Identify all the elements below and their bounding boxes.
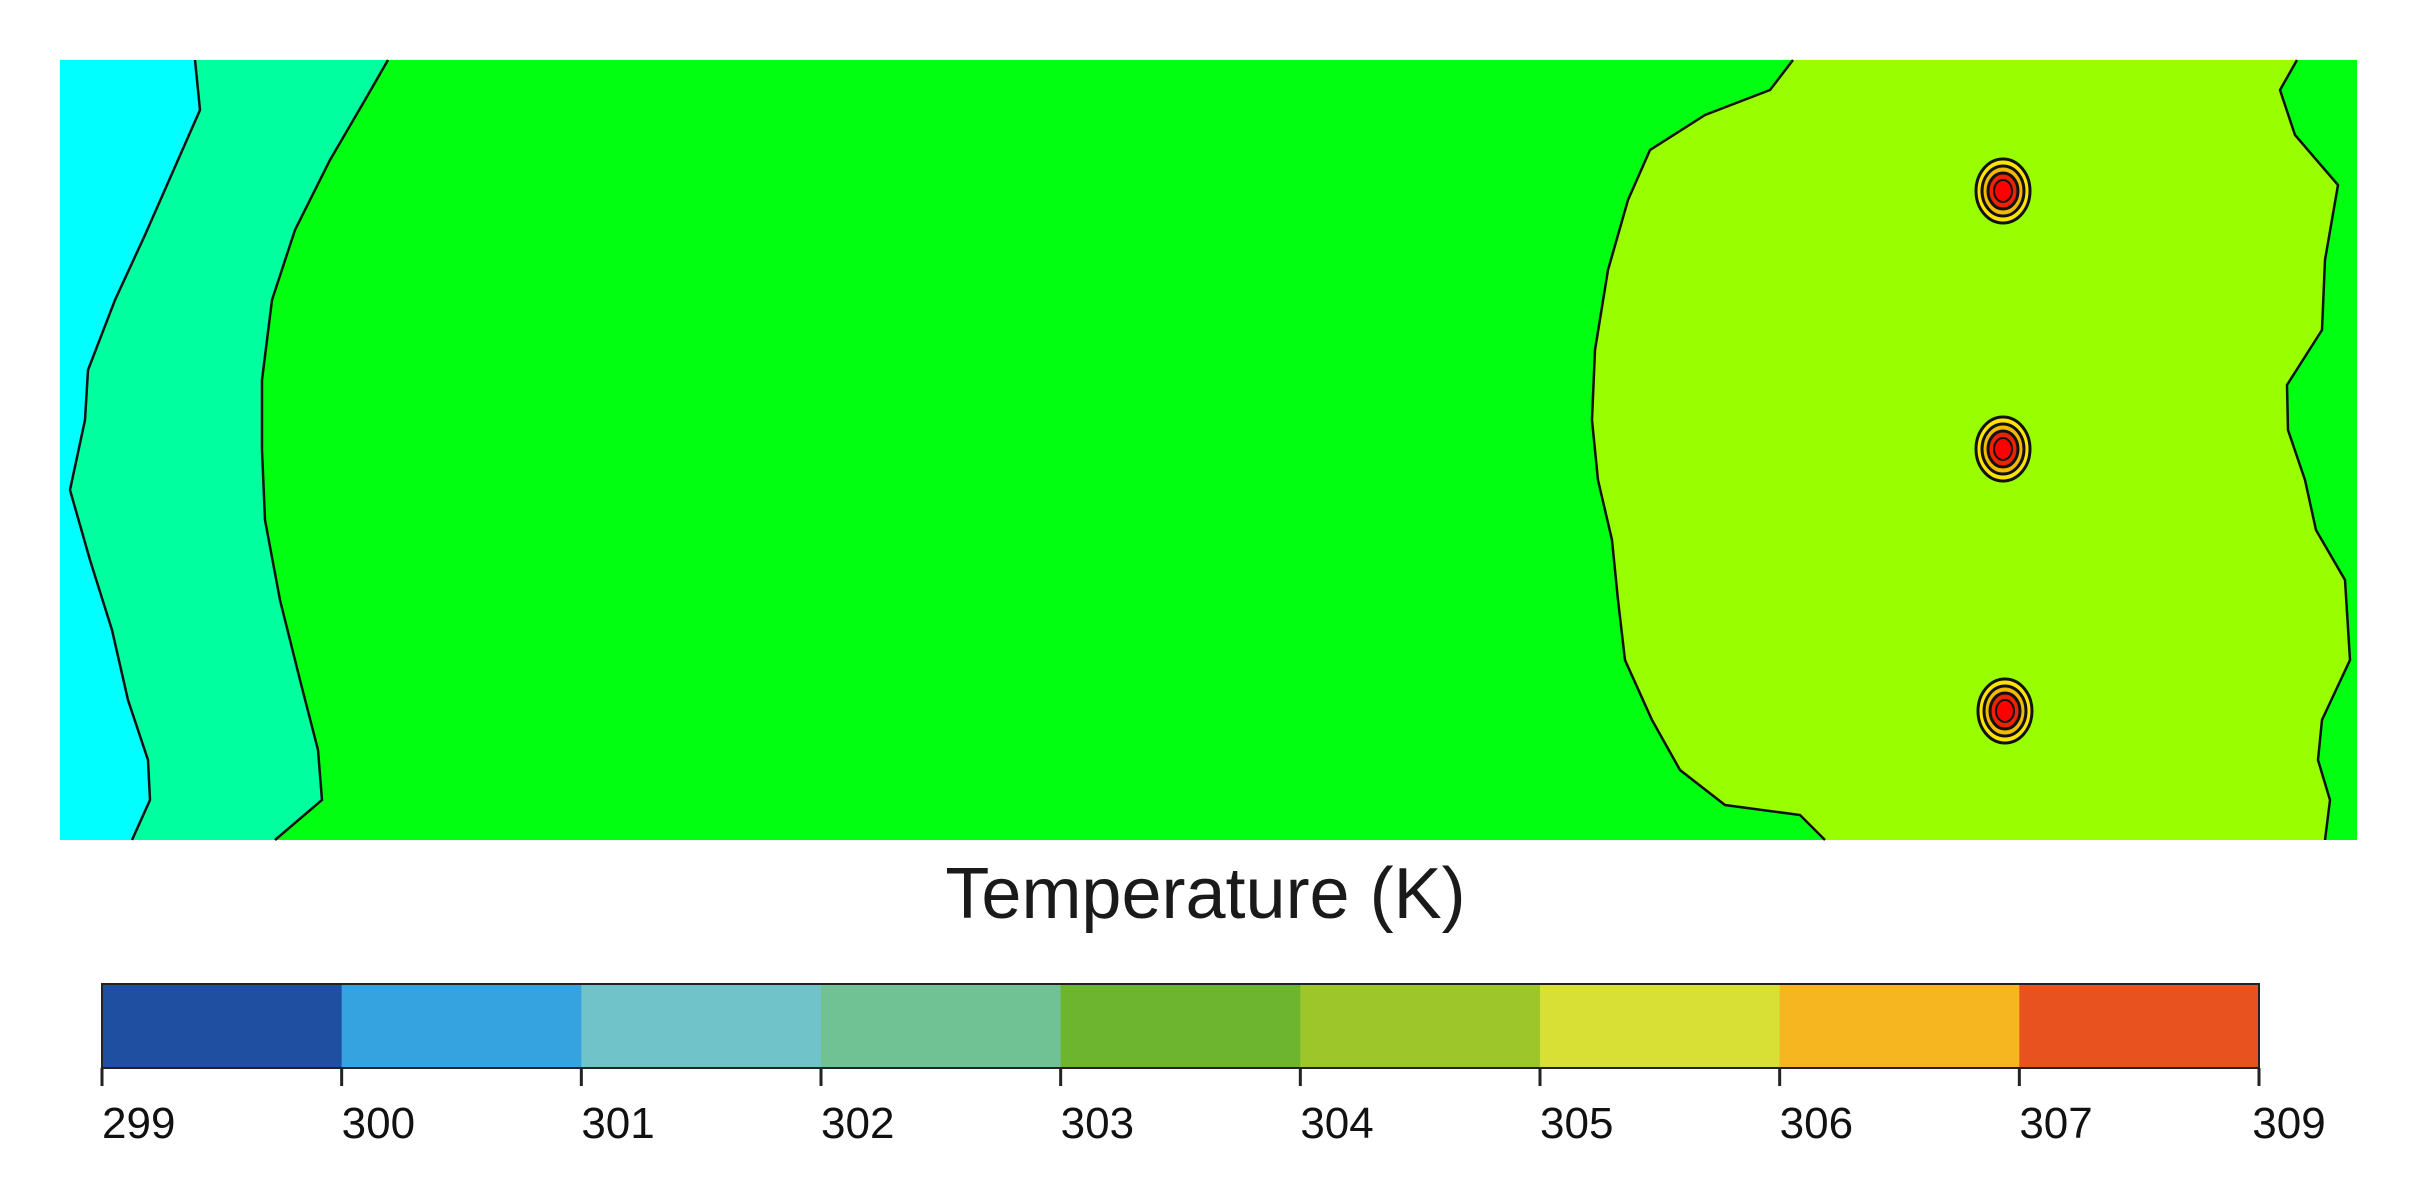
colorbar-tick-label: 299	[102, 1099, 175, 1148]
colorbar-frame	[101, 983, 2260, 1069]
contour-line-3	[1590, 59, 1826, 841]
hot-spot-1	[1974, 157, 2032, 225]
colorbar-tick-label: 302	[821, 1099, 894, 1148]
colorbar-tick-label: 300	[342, 1099, 415, 1148]
colorbar-ticks	[100, 1068, 2261, 1086]
hot-spots	[1974, 157, 2034, 745]
band-right-edge	[2280, 60, 2357, 840]
colorbar-tick-label: 301	[581, 1099, 654, 1148]
contour-line-4	[2278, 59, 2352, 841]
colorbar-tick-label: 309	[2252, 1099, 2325, 1148]
hot-spot-core	[1993, 437, 2013, 461]
contour-lines	[68, 59, 2352, 841]
colorbar-segment-6	[1300, 984, 1541, 1068]
hot-spot-2	[1974, 415, 2032, 483]
contour-field	[60, 60, 2357, 840]
colorbar-tick-label: 303	[1061, 1099, 1134, 1148]
band-center	[262, 60, 1825, 840]
hot-spot-3	[1976, 677, 2034, 745]
band-left	[70, 60, 388, 840]
colorbar-segment-1	[102, 984, 343, 1068]
colorbar-tick-label: 304	[1300, 1099, 1373, 1148]
contour-line-2	[260, 59, 390, 841]
band-right-zone	[1592, 60, 2350, 840]
colorbar-segment-8	[1779, 984, 2020, 1068]
colorbar-segment-7	[1540, 984, 1781, 1068]
colorbar-tick-labels: 299 300 301 302 303 304 305 306 307 309	[102, 1099, 2326, 1148]
colorbar-segment-2	[341, 984, 582, 1068]
hot-spot-core	[1995, 699, 2015, 723]
colorbar-tick-label: 305	[1540, 1099, 1613, 1148]
colorbar-segments	[101, 983, 2260, 1069]
band-left-edge	[60, 60, 200, 840]
colorbar-segment-5	[1060, 984, 1301, 1068]
colorbar-segment-4	[821, 984, 1062, 1068]
colorbar-title: Temperature (K)	[945, 854, 1466, 934]
colorbar-segment-3	[581, 984, 822, 1068]
colorbar-tick-label: 307	[2019, 1099, 2092, 1148]
colorbar-segment-9	[2019, 984, 2260, 1068]
contour-line-1	[68, 59, 202, 841]
colorbar-tick-label: 306	[1780, 1099, 1853, 1148]
hot-spot-core	[1993, 179, 2013, 203]
